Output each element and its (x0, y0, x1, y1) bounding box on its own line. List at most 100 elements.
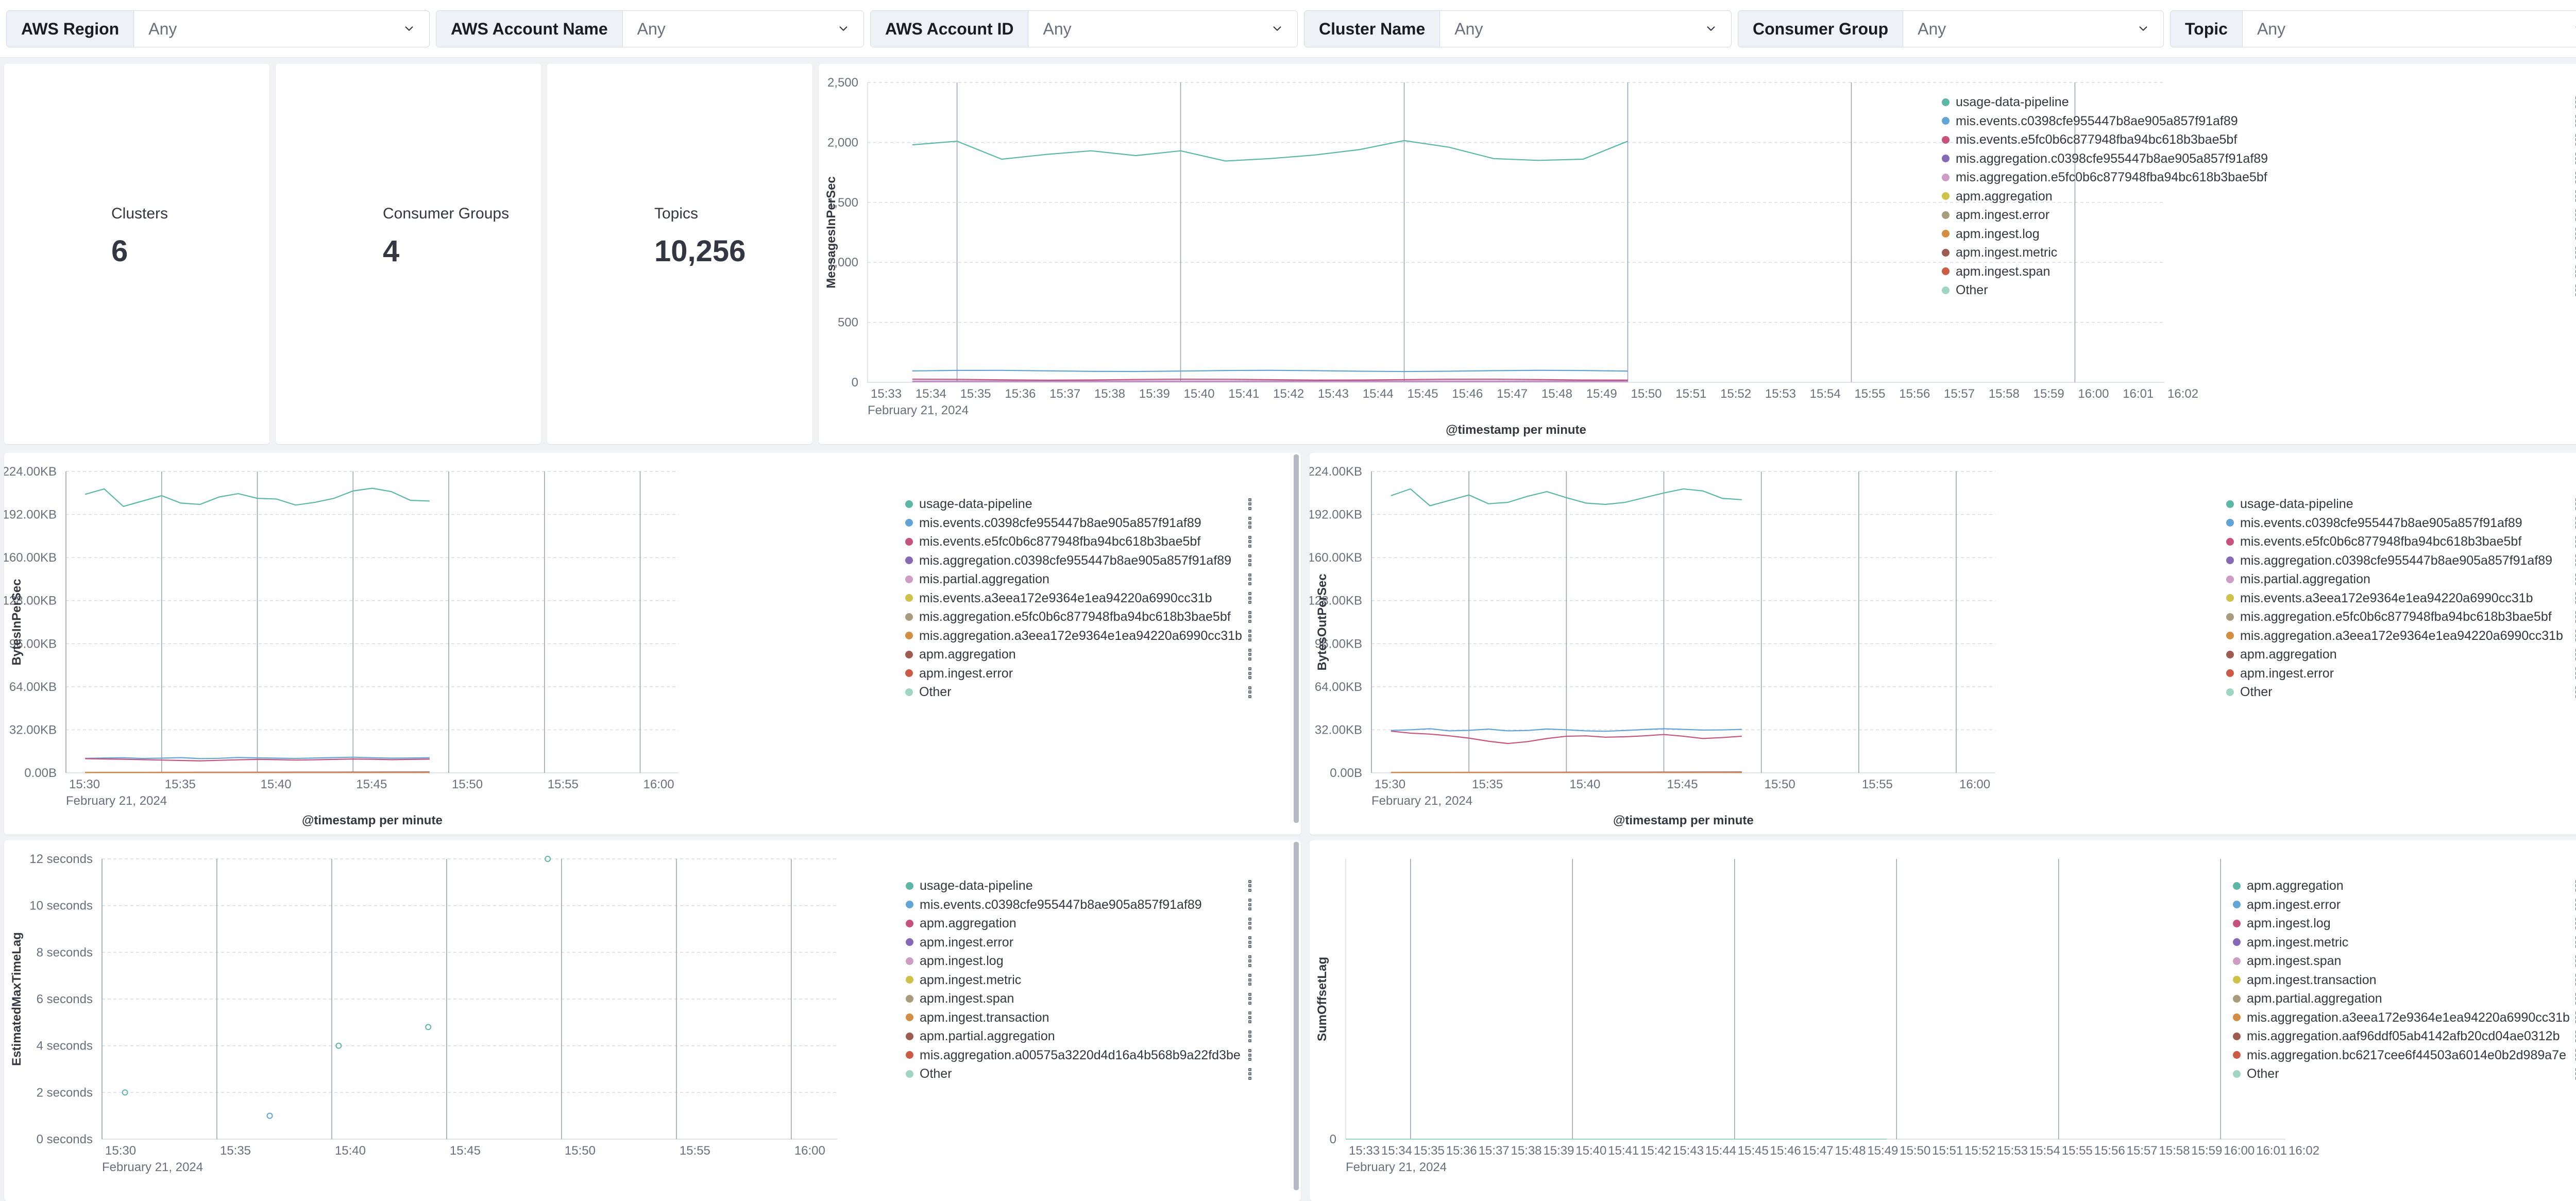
svg-text:MessagesInPerSec: MessagesInPerSec (824, 176, 838, 288)
svg-text:15:45: 15:45 (356, 777, 387, 791)
svg-text:EstimatedMaxTimeLag: EstimatedMaxTimeLag (10, 932, 24, 1066)
svg-text:12 seconds: 12 seconds (29, 852, 93, 866)
svg-text:February 21, 2024: February 21, 2024 (1371, 794, 1472, 808)
svg-text:15:37: 15:37 (1049, 387, 1080, 401)
svg-text:15:56: 15:56 (2094, 1144, 2125, 1158)
svg-text:15:50: 15:50 (1631, 387, 1662, 401)
svg-text:160.00KB: 160.00KB (1310, 551, 1362, 565)
svg-text:500: 500 (838, 316, 858, 330)
svg-text:15:48: 15:48 (1835, 1144, 1866, 1158)
svg-text:15:44: 15:44 (1363, 387, 1394, 401)
svg-text:192.00KB: 192.00KB (1310, 508, 1362, 522)
svg-text:6 seconds: 6 seconds (37, 992, 93, 1006)
svg-text:15:34: 15:34 (1381, 1144, 1412, 1158)
svg-text:16:01: 16:01 (2256, 1144, 2287, 1158)
svg-text:15:59: 15:59 (2191, 1144, 2222, 1158)
svg-text:15:55: 15:55 (1862, 777, 1893, 791)
svg-text:15:33: 15:33 (871, 387, 902, 401)
svg-text:February 21, 2024: February 21, 2024 (102, 1160, 203, 1174)
svg-text:15:30: 15:30 (1375, 777, 1405, 791)
svg-text:15:58: 15:58 (2159, 1144, 2190, 1158)
svg-text:15:39: 15:39 (1543, 1144, 1574, 1158)
svg-text:15:41: 15:41 (1228, 387, 1259, 401)
svg-text:15:54: 15:54 (2029, 1144, 2060, 1158)
svg-text:@timestamp per minute: @timestamp per minute (302, 814, 443, 827)
svg-text:@timestamp per minute: @timestamp per minute (1446, 423, 1586, 437)
svg-text:8 seconds: 8 seconds (37, 945, 93, 959)
svg-text:15:41: 15:41 (1608, 1144, 1639, 1158)
svg-text:15:43: 15:43 (1673, 1144, 1704, 1158)
svg-text:16:00: 16:00 (794, 1144, 825, 1158)
svg-text:15:44: 15:44 (1705, 1144, 1736, 1158)
svg-text:16:00: 16:00 (1959, 777, 1990, 791)
svg-text:15:59: 15:59 (2033, 387, 2064, 401)
svg-text:16:00: 16:00 (2078, 387, 2109, 401)
svg-text:224.00KB: 224.00KB (1310, 465, 1362, 479)
svg-text:0: 0 (1330, 1132, 1336, 1146)
svg-text:15:49: 15:49 (1867, 1144, 1898, 1158)
svg-text:15:45: 15:45 (1738, 1144, 1769, 1158)
svg-text:15:51: 15:51 (1932, 1144, 1963, 1158)
svg-text:15:45: 15:45 (450, 1144, 481, 1158)
svg-text:15:50: 15:50 (565, 1144, 596, 1158)
svg-text:15:38: 15:38 (1094, 387, 1125, 401)
svg-text:15:57: 15:57 (1944, 387, 1975, 401)
svg-text:15:42: 15:42 (1273, 387, 1304, 401)
svg-text:15:51: 15:51 (1675, 387, 1706, 401)
svg-text:2,500: 2,500 (827, 76, 858, 90)
svg-text:224.00KB: 224.00KB (4, 465, 57, 479)
svg-text:15:40: 15:40 (261, 777, 292, 791)
svg-text:16:00: 16:00 (643, 777, 674, 791)
svg-text:15:30: 15:30 (105, 1144, 136, 1158)
svg-text:15:50: 15:50 (1765, 777, 1795, 791)
svg-text:15:50: 15:50 (452, 777, 483, 791)
svg-text:15:55: 15:55 (680, 1144, 710, 1158)
svg-text:64.00KB: 64.00KB (9, 680, 57, 694)
svg-text:2 seconds: 2 seconds (37, 1086, 93, 1099)
svg-text:15:46: 15:46 (1452, 387, 1483, 401)
svg-text:4 seconds: 4 seconds (37, 1039, 93, 1053)
svg-text:15:42: 15:42 (1640, 1144, 1671, 1158)
svg-text:15:45: 15:45 (1408, 387, 1438, 401)
svg-text:15:55: 15:55 (1854, 387, 1885, 401)
svg-text:15:38: 15:38 (1511, 1144, 1541, 1158)
svg-text:16:02: 16:02 (2289, 1144, 2319, 1158)
svg-text:15:40: 15:40 (1569, 777, 1600, 791)
svg-text:15:40: 15:40 (1184, 387, 1215, 401)
svg-text:15:57: 15:57 (2127, 1144, 2158, 1158)
svg-text:32.00KB: 32.00KB (9, 723, 57, 737)
svg-text:0.00B: 0.00B (1330, 766, 1362, 780)
svg-text:15:54: 15:54 (1810, 387, 1841, 401)
svg-text:160.00KB: 160.00KB (4, 551, 57, 565)
svg-text:February 21, 2024: February 21, 2024 (868, 403, 969, 417)
svg-text:15:35: 15:35 (1472, 777, 1503, 791)
svg-text:15:49: 15:49 (1586, 387, 1617, 401)
svg-text:15:47: 15:47 (1497, 387, 1528, 401)
svg-text:16:00: 16:00 (2224, 1144, 2255, 1158)
svg-text:15:35: 15:35 (220, 1144, 251, 1158)
svg-text:16:02: 16:02 (2167, 387, 2198, 401)
svg-text:BytesInPerSec: BytesInPerSec (10, 579, 24, 665)
svg-text:15:53: 15:53 (1765, 387, 1796, 401)
svg-text:15:35: 15:35 (165, 777, 196, 791)
svg-text:32.00KB: 32.00KB (1315, 723, 1362, 737)
svg-text:15:35: 15:35 (960, 387, 991, 401)
svg-text:15:46: 15:46 (1770, 1144, 1801, 1158)
svg-text:15:36: 15:36 (1005, 387, 1036, 401)
svg-text:10 seconds: 10 seconds (29, 899, 93, 913)
svg-text:15:53: 15:53 (1997, 1144, 2028, 1158)
svg-text:192.00KB: 192.00KB (4, 508, 57, 522)
svg-text:15:52: 15:52 (1964, 1144, 1995, 1158)
svg-text:64.00KB: 64.00KB (1315, 680, 1362, 694)
svg-text:15:52: 15:52 (1720, 387, 1751, 401)
svg-text:15:43: 15:43 (1318, 387, 1349, 401)
svg-text:15:58: 15:58 (1989, 387, 2020, 401)
svg-text:15:40: 15:40 (1575, 1144, 1606, 1158)
svg-text:BytesOutPerSec: BytesOutPerSec (1315, 573, 1329, 670)
svg-text:15:50: 15:50 (1900, 1144, 1930, 1158)
svg-text:15:33: 15:33 (1349, 1144, 1380, 1158)
svg-text:15:55: 15:55 (548, 777, 579, 791)
svg-text:15:36: 15:36 (1446, 1144, 1477, 1158)
svg-text:15:55: 15:55 (2062, 1144, 2093, 1158)
svg-text:0 seconds: 0 seconds (37, 1132, 93, 1146)
